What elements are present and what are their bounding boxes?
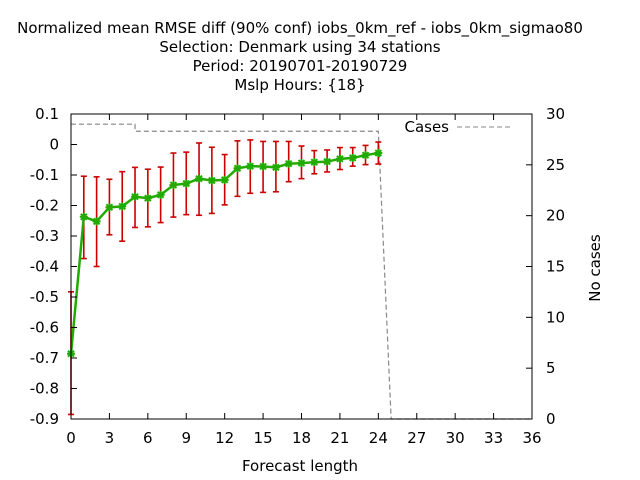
y-tick-label: -0.4 [30, 258, 59, 276]
x-axis-label: Forecast length [242, 457, 358, 475]
data-point [323, 157, 332, 166]
data-point [182, 179, 191, 188]
x-tick-label: 12 [215, 429, 234, 447]
data-point-d2 [246, 162, 254, 170]
y-tick-label: 0.1 [35, 105, 59, 123]
legend-label: Cases [404, 118, 449, 136]
x-tick-label: 36 [522, 429, 541, 447]
data-point [143, 194, 152, 203]
data-point-d2 [323, 157, 331, 166]
x-tick-label: 21 [330, 429, 349, 447]
data-point [361, 151, 370, 160]
y2-tick-label: 0 [546, 410, 556, 428]
y-tick-label: -0.3 [30, 227, 59, 245]
y-tick-label: -0.2 [30, 197, 59, 215]
title-line-2: Selection: Denmark using 34 stations [159, 38, 440, 56]
data-point-d2 [233, 164, 242, 172]
y-tick-label: -0.6 [30, 319, 59, 337]
data-point-d2 [220, 176, 229, 184]
y-tick-label: -0.7 [30, 349, 59, 367]
chart-title: Normalized mean RMSE diff (90% conf) iob… [17, 19, 583, 94]
title-line-1: Normalized mean RMSE diff (90% conf) iob… [17, 19, 583, 38]
data-point [374, 149, 383, 158]
data-point-d2 [195, 174, 203, 183]
data-point-d2 [182, 179, 190, 188]
data-point [92, 217, 101, 226]
x-tick-label: 6 [143, 429, 153, 447]
y-tick-label: 0 [49, 136, 59, 154]
data-point-d2 [105, 203, 114, 212]
data-point-d2 [156, 191, 165, 199]
data-point [259, 162, 268, 171]
y2-axis-label: No cases [586, 234, 604, 302]
data-point-d2 [272, 163, 280, 172]
data-point [195, 174, 204, 183]
data-point-d2 [284, 160, 293, 168]
data-point [348, 153, 357, 162]
data-point-d2 [310, 158, 319, 166]
x-axis-ticks: 0 3 6 9 12 15 18 21 24 27 30 33 36 [66, 114, 542, 447]
data-point-d2 [131, 192, 139, 201]
y-tick-label: -0.9 [30, 410, 59, 428]
data-point-d2 [336, 155, 344, 163]
y2-tick-label: 15 [546, 258, 565, 276]
x-tick-label: 24 [369, 429, 388, 447]
y2-tick-label: 25 [546, 156, 565, 174]
data-point [118, 202, 127, 211]
data-point [284, 159, 293, 168]
data-point [271, 163, 280, 172]
data-point [131, 192, 140, 201]
x-tick-label: 0 [66, 429, 76, 447]
data-point [233, 164, 242, 173]
x-tick-label: 18 [292, 429, 311, 447]
y2-axis-ticks: 30 25 20 15 10 5 0 [526, 105, 565, 428]
x-tick-label: 15 [254, 429, 273, 447]
y-tick-label: -0.5 [30, 288, 59, 306]
data-point-d2 [208, 176, 216, 185]
x-tick-label: 9 [181, 429, 191, 447]
data-point-d2 [169, 181, 178, 189]
x-tick-label: 27 [407, 429, 426, 447]
data-point-d2 [80, 213, 88, 221]
data-point-d2 [259, 162, 267, 171]
data-point-d2 [374, 149, 383, 157]
data-point [79, 212, 88, 221]
data-markers [67, 149, 383, 358]
data-point [105, 203, 114, 212]
data-point-d2 [92, 217, 101, 226]
x-tick-label: 33 [484, 429, 503, 447]
title-line-4: Mslp Hours: {18} [234, 76, 365, 94]
data-point [169, 181, 178, 190]
y-axis-ticks: 0.1 0 -0.1 -0.2 -0.3 -0.4 -0.5 -0.6 -0.7 -0.8 -0.9 [30, 105, 77, 428]
data-point-d2 [297, 159, 306, 167]
data-point-d2 [144, 194, 152, 202]
data-point-d2 [349, 154, 357, 162]
data-point [310, 158, 319, 167]
x-tick-label: 3 [105, 429, 115, 447]
data-point-d2 [118, 202, 126, 211]
data-point [220, 175, 229, 184]
y-tick-label: -0.8 [30, 380, 59, 398]
y2-tick-label: 5 [546, 359, 556, 377]
data-point-d2 [361, 151, 370, 159]
data-point [297, 159, 306, 168]
data-point [156, 190, 165, 199]
data-point [246, 162, 255, 171]
y2-tick-label: 30 [546, 105, 565, 123]
x-tick-label: 30 [446, 429, 465, 447]
y2-tick-label: 20 [546, 207, 565, 225]
data-point [207, 176, 216, 185]
y-tick-label: -0.1 [30, 166, 59, 184]
data-point [335, 154, 344, 163]
legend: Cases [404, 118, 510, 136]
y2-tick-label: 10 [546, 308, 565, 326]
title-line-3: Period: 20190701-20190729 [193, 57, 408, 75]
